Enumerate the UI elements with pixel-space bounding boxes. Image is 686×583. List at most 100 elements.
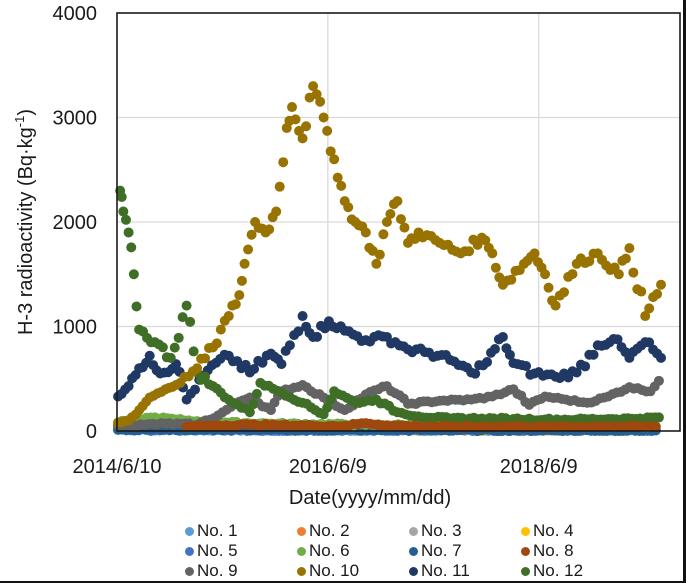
data-point bbox=[381, 217, 392, 227]
legend-marker-icon bbox=[521, 566, 530, 576]
data-point bbox=[144, 350, 155, 361]
legend-label: No. 4 bbox=[533, 521, 574, 540]
data-point bbox=[126, 242, 137, 253]
data-point bbox=[290, 114, 301, 125]
data-point bbox=[271, 206, 282, 217]
x-tick-label: 2016/6/9 bbox=[289, 456, 367, 478]
data-point bbox=[580, 361, 591, 372]
data-point bbox=[294, 125, 305, 136]
data-point bbox=[652, 289, 663, 300]
data-point bbox=[653, 375, 664, 386]
data-point bbox=[243, 244, 254, 255]
data-point bbox=[297, 311, 308, 322]
data-point bbox=[584, 256, 595, 267]
legend-marker-icon bbox=[185, 566, 194, 576]
data-point bbox=[588, 349, 599, 360]
legend-marker-icon bbox=[409, 566, 418, 576]
data-point bbox=[236, 275, 247, 286]
data-point bbox=[378, 229, 389, 240]
data-point bbox=[490, 262, 501, 273]
data-point bbox=[318, 112, 329, 123]
y-axis-title: H-3 radioactivity (Bq·kg-1) bbox=[12, 109, 37, 335]
y-tick-label: 1000 bbox=[53, 317, 98, 339]
data-point bbox=[215, 324, 226, 335]
data-point bbox=[118, 206, 129, 217]
data-point bbox=[240, 359, 251, 370]
data-point bbox=[464, 246, 475, 257]
data-point bbox=[308, 81, 319, 92]
legend-item: No. 5 bbox=[185, 541, 297, 561]
data-point bbox=[529, 248, 540, 259]
data-point bbox=[249, 364, 260, 375]
data-point bbox=[169, 342, 180, 353]
x-tick-labels: 2014/6/10 2016/6/9 2018/6/9 bbox=[73, 456, 578, 478]
data-point bbox=[399, 222, 410, 233]
data-point bbox=[181, 300, 192, 311]
legend-label: No. 1 bbox=[197, 521, 238, 540]
data-point bbox=[482, 357, 493, 368]
data-point bbox=[325, 146, 336, 157]
data-point bbox=[656, 279, 667, 290]
legend-label: No. 7 bbox=[421, 541, 462, 560]
data-point bbox=[640, 311, 651, 322]
data-point bbox=[274, 181, 285, 192]
data-point bbox=[234, 290, 245, 301]
data-point bbox=[343, 202, 354, 213]
y-tick-labels: 0 1000 2000 3000 4000 bbox=[53, 3, 98, 443]
data-point bbox=[624, 243, 635, 254]
legend-label: No. 6 bbox=[309, 541, 350, 560]
data-point bbox=[297, 133, 308, 144]
x-axis-title: Date(yyyy/mm/dd) bbox=[289, 487, 451, 509]
data-point bbox=[264, 224, 275, 235]
data-point bbox=[200, 371, 211, 382]
data-point bbox=[311, 89, 322, 100]
legend-item: No. 11 bbox=[409, 561, 521, 581]
legend-item: No. 10 bbox=[297, 561, 409, 581]
y-axis-title-sup: -1 bbox=[12, 116, 27, 128]
legend-marker-icon bbox=[297, 546, 306, 556]
legend-marker-icon bbox=[185, 526, 194, 536]
legend-marker-icon bbox=[521, 526, 530, 536]
legend-marker-icon bbox=[297, 566, 306, 576]
data-point bbox=[497, 331, 508, 342]
legend-label: No. 11 bbox=[421, 561, 470, 580]
data-point bbox=[173, 332, 184, 343]
window-edge bbox=[683, 0, 686, 583]
data-point bbox=[636, 286, 647, 297]
data-point bbox=[371, 258, 382, 269]
data-point bbox=[613, 269, 624, 280]
data-point bbox=[123, 381, 134, 392]
data-point bbox=[322, 402, 333, 413]
data-point bbox=[325, 394, 336, 405]
legend-item: No. 12 bbox=[521, 561, 621, 581]
data-point bbox=[120, 214, 131, 225]
legend-label: No. 2 bbox=[309, 521, 350, 540]
data-point bbox=[550, 300, 561, 311]
data-point bbox=[336, 180, 347, 191]
data-point bbox=[480, 235, 491, 246]
legend-marker-icon bbox=[297, 526, 306, 536]
data-point bbox=[287, 102, 298, 113]
data-point bbox=[190, 384, 201, 395]
data-point bbox=[211, 338, 222, 349]
legend-item: No. 8 bbox=[521, 541, 621, 561]
y-tick-label: 2000 bbox=[53, 212, 98, 234]
series-9 bbox=[113, 375, 664, 432]
data-point bbox=[656, 352, 667, 363]
data-point bbox=[571, 367, 582, 378]
data-point bbox=[188, 346, 199, 357]
data-point bbox=[192, 363, 203, 374]
legend-item: No. 1 bbox=[185, 521, 297, 541]
legend-label: No. 12 bbox=[533, 561, 584, 580]
data-point bbox=[301, 121, 312, 132]
data-point bbox=[315, 96, 326, 107]
series-11 bbox=[113, 311, 667, 405]
y-tick-label: 0 bbox=[86, 421, 97, 443]
data-point bbox=[470, 368, 481, 379]
data-point bbox=[329, 154, 340, 165]
legend-marker-icon bbox=[185, 546, 194, 556]
data-point bbox=[128, 269, 139, 280]
data-point bbox=[185, 316, 196, 327]
y-axis-title-close: ) bbox=[15, 109, 37, 116]
data-point bbox=[200, 353, 211, 364]
